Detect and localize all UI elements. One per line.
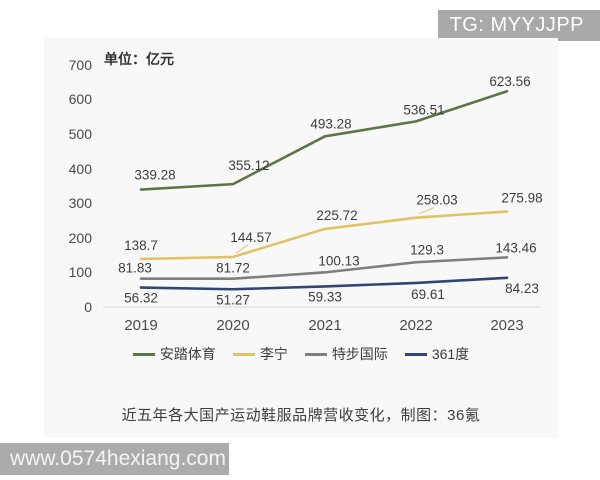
x-tick-label: 2023 — [490, 317, 524, 334]
y-tick-label: 100 — [68, 264, 92, 281]
legend-label: 361度 — [431, 346, 470, 362]
y-tick-label: 600 — [68, 91, 92, 108]
data-point-label: 225.72 — [316, 208, 357, 223]
data-point-label: 355.12 — [228, 158, 269, 173]
data-point-label: 59.33 — [308, 289, 342, 304]
chart-legend: 安踏体育 李宁 特步国际 361度 — [44, 344, 558, 364]
legend-item: 361度 — [404, 344, 470, 364]
data-point-label: 100.13 — [318, 253, 359, 268]
chart-caption: 近五年各大国产运动鞋服品牌营收变化，制图：36氪 — [121, 407, 481, 424]
y-tick-label: 400 — [68, 160, 92, 177]
chart-card: 单位：亿元 700 600 500 400 300 200 100 0 339.28 355.1… — [44, 38, 558, 438]
axis-unit-label: 单位：亿元 — [104, 51, 174, 67]
data-point-label: 129.3 — [410, 242, 444, 257]
series-line — [139, 256, 509, 281]
data-point-label: 144.57 — [230, 230, 271, 245]
legend-item: 安踏体育 — [132, 344, 216, 364]
data-point-label: 258.03 — [416, 193, 457, 208]
data-point-label: 69.61 — [411, 287, 445, 302]
legend-line-swatch — [232, 352, 255, 356]
data-point-label: 84.23 — [505, 281, 539, 296]
telegram-watermark-badge: TG: MYYJJPP — [437, 10, 600, 41]
data-point-label: 493.28 — [310, 116, 351, 131]
website-watermark: www.0574hexiang.com — [0, 443, 229, 475]
data-point-label: 51.27 — [216, 292, 250, 307]
line-chart: 339.28 355.12 493.28 536.51 623.56 138.7 144.5… — [103, 74, 543, 308]
legend-label: 特步国际 — [331, 346, 388, 362]
data-point-label: 56.32 — [124, 291, 158, 306]
legend-line-swatch — [132, 352, 155, 356]
legend-item: 特步国际 — [304, 344, 388, 364]
y-tick-label: 0 — [84, 299, 92, 315]
y-tick-label: 300 — [68, 195, 92, 212]
legend-label: 安踏体育 — [159, 346, 216, 362]
y-tick-label: 700 — [68, 56, 92, 73]
y-tick-label: 200 — [68, 229, 92, 246]
label-leader-line — [418, 207, 435, 215]
legend-item: 李宁 — [232, 344, 288, 364]
y-axis-tick-labels: 700 600 500 400 300 200 100 0 — [44, 38, 96, 338]
data-point-label: 275.98 — [501, 191, 542, 206]
series-line — [139, 210, 509, 261]
y-tick-label: 500 — [68, 126, 92, 142]
data-point-label: 138.7 — [124, 238, 158, 253]
legend-label: 李宁 — [259, 346, 288, 362]
legend-line-swatch — [304, 352, 327, 356]
x-tick-label: 2021 — [308, 317, 342, 334]
data-point-label: 339.28 — [134, 168, 175, 183]
series-line — [139, 276, 509, 291]
data-point-label: 143.46 — [495, 240, 536, 255]
data-point-label: 536.51 — [403, 102, 444, 117]
x-tick-label: 2022 — [399, 317, 433, 334]
legend-line-swatch — [404, 352, 427, 356]
x-tick-label: 2019 — [124, 317, 158, 334]
series-line — [139, 89, 509, 191]
label-leader-line — [235, 244, 249, 254]
data-point-label: 81.83 — [118, 261, 152, 276]
data-point-label: 81.72 — [216, 261, 250, 276]
x-tick-label: 2020 — [216, 317, 250, 334]
x-axis-tick-labels: 2019 2020 2021 2022 2023 — [44, 317, 558, 337]
data-point-label: 623.56 — [489, 74, 530, 89]
